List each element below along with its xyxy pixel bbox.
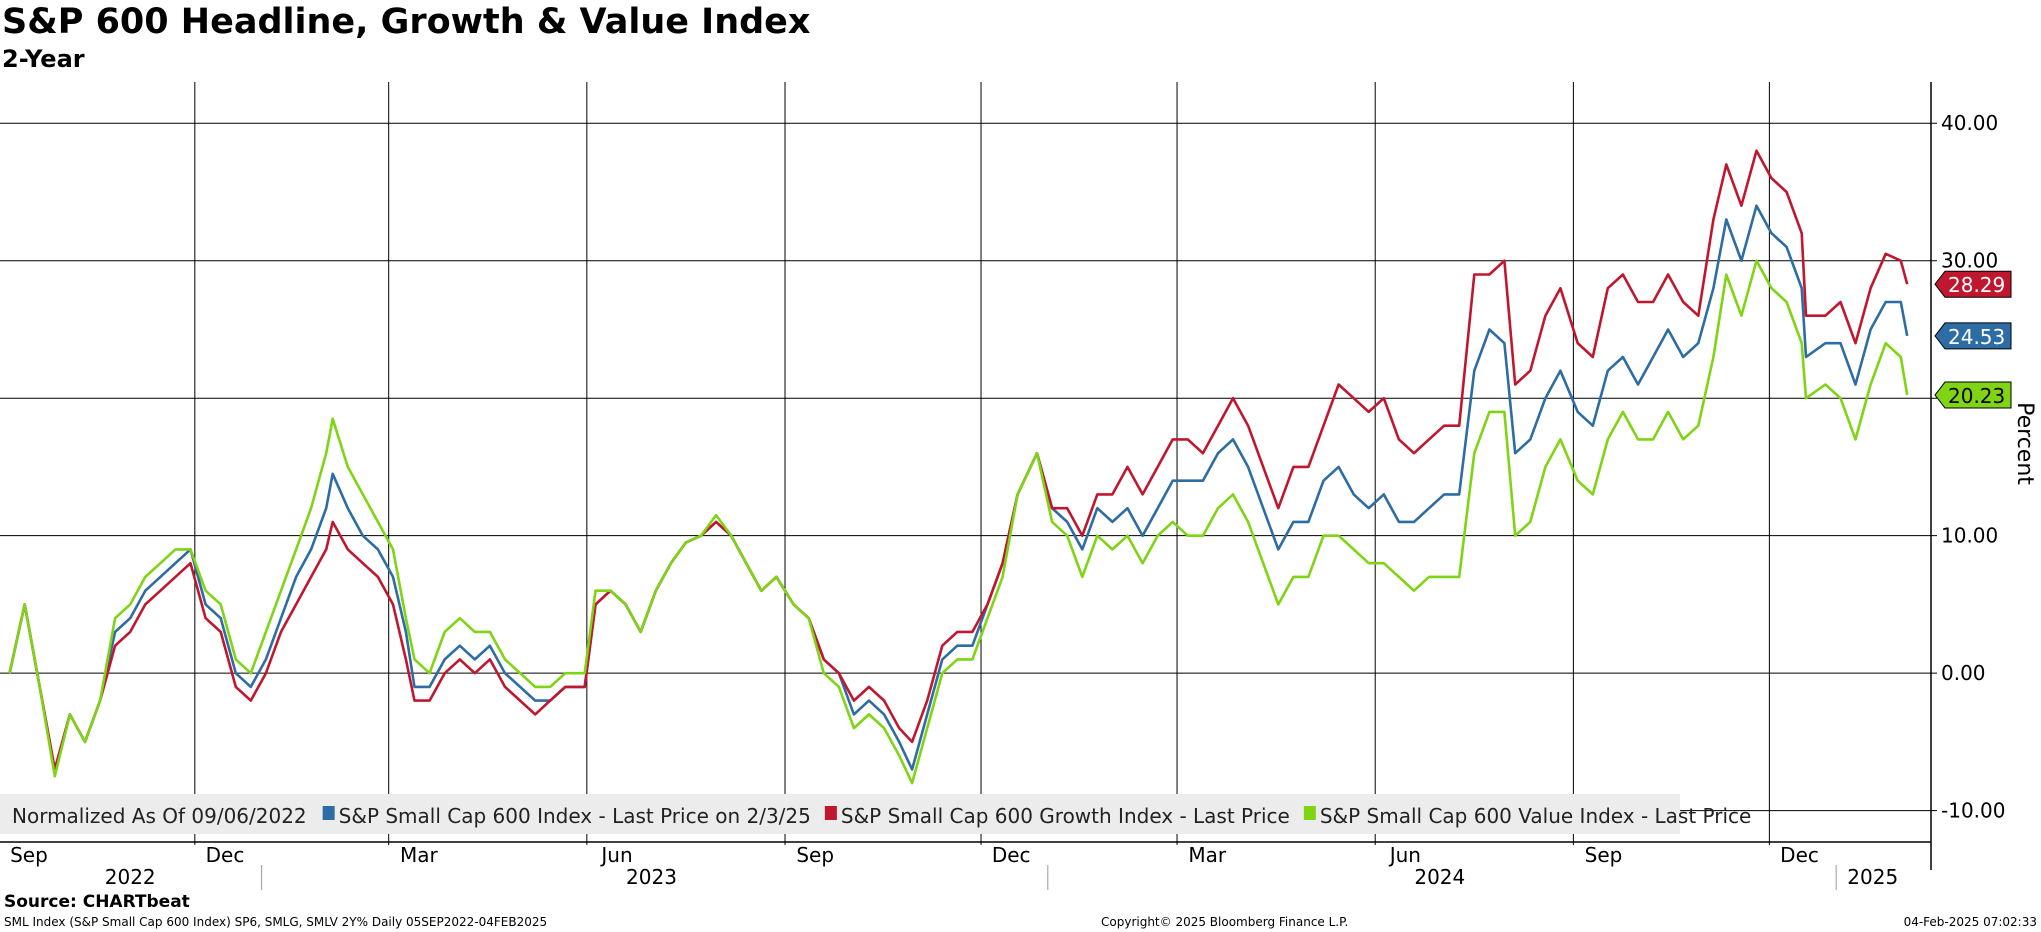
x-month-label: Sep bbox=[796, 843, 834, 867]
x-month-label: Jun bbox=[599, 843, 632, 867]
x-month-label: Sep bbox=[10, 843, 48, 867]
footer-series-info: SML Index (S&P Small Cap 600 Index) SP6,… bbox=[4, 915, 548, 929]
chart-title: S&P 600 Headline, Growth & Value Index bbox=[2, 2, 811, 42]
x-year-label: 2025 bbox=[1847, 865, 1898, 889]
legend-swatch-3 bbox=[1303, 806, 1316, 820]
series-line-3 bbox=[8, 259, 1909, 785]
chart-subtitle: 2-Year bbox=[2, 45, 85, 73]
x-month-label: Dec bbox=[206, 843, 245, 867]
y-axis-label: Percent bbox=[2012, 402, 2037, 485]
series-layer bbox=[8, 149, 1909, 785]
legend-swatch-1 bbox=[322, 806, 335, 820]
footer-timestamp: 04-Feb-2025 07:02:33 bbox=[1903, 915, 2037, 929]
last-value-tag-1: 24.53 bbox=[1934, 322, 2012, 350]
last-value-tag-text: 28.29 bbox=[1948, 273, 2005, 297]
footer-copyright: Copyright© 2025 Bloomberg Finance L.P. bbox=[1101, 915, 1349, 929]
y-tick-label: 0.00 bbox=[1941, 661, 1986, 685]
x-month-label: Sep bbox=[1585, 843, 1623, 867]
last-value-tag-shape bbox=[1934, 270, 2012, 298]
legend-item-1: S&P Small Cap 600 Index - Last Price on … bbox=[339, 804, 811, 828]
x-month-label: Mar bbox=[400, 843, 439, 867]
x-year-label: 2022 bbox=[105, 865, 156, 889]
legend-item-2: S&P Small Cap 600 Growth Index - Last Pr… bbox=[841, 804, 1290, 828]
grid-layer bbox=[0, 82, 1937, 845]
last-value-tag-3: 20.23 bbox=[1934, 381, 2012, 409]
legend-item-3: S&P Small Cap 600 Value Index - Last Pri… bbox=[1320, 804, 1752, 828]
y-tick-label: 30.00 bbox=[1941, 249, 1998, 273]
last-value-tag-text: 24.53 bbox=[1948, 325, 2005, 349]
last-value-tag-text: 20.23 bbox=[1948, 384, 2005, 408]
x-month-label: Jun bbox=[1388, 843, 1421, 867]
series-line-1 bbox=[8, 204, 1909, 771]
y-tick-label: 10.00 bbox=[1941, 524, 1998, 548]
legend-background bbox=[0, 794, 1680, 834]
last-value-tag-shape bbox=[1934, 322, 2012, 350]
x-year-label: 2023 bbox=[626, 865, 677, 889]
last-value-tag-2: 28.29 bbox=[1934, 270, 2012, 298]
x-month-label: Mar bbox=[1188, 843, 1227, 867]
legend: Normalized As Of 09/06/2022 S&P Small Ca… bbox=[0, 794, 1751, 834]
x-month-label: Dec bbox=[1780, 843, 1819, 867]
y-tick-label: -10.00 bbox=[1941, 799, 2005, 823]
source-label: Source: CHARTbeat bbox=[4, 892, 190, 912]
x-month-label: Dec bbox=[992, 843, 1031, 867]
y-tick-label: 40.00 bbox=[1941, 111, 1998, 135]
x-year-label: 2024 bbox=[1414, 865, 1465, 889]
series-line-2 bbox=[8, 149, 1909, 771]
legend-swatch-2 bbox=[824, 806, 837, 820]
last-value-tag-shape bbox=[1934, 381, 2012, 409]
axis-layer: -10.000.0010.0020.0030.0040.0024.5328.29… bbox=[0, 82, 2012, 890]
legend-normalized-label: Normalized As Of 09/06/2022 bbox=[12, 804, 307, 828]
